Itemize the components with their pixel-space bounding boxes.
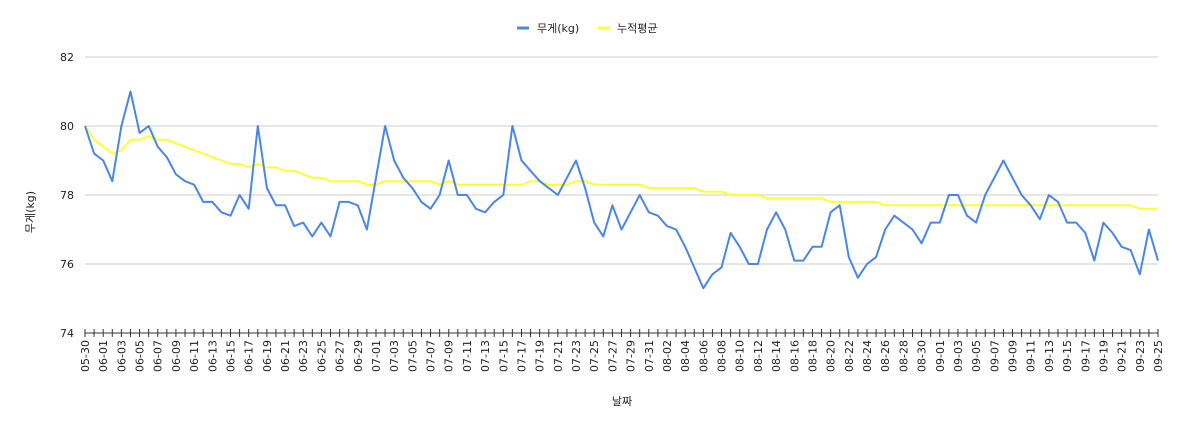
x-axis: 05-30 06-01 06-03 06-05 06-07 06-09 06-11 06-13… [79, 329, 1165, 372]
x-tick-label: 08-30 [916, 340, 929, 372]
x-tick-label: 09-09 [1007, 340, 1020, 372]
x-tick-label: 09-03 [952, 340, 965, 372]
series-lines [84, 90, 1159, 290]
series-line-weight [84, 90, 1159, 290]
gridlines [85, 56, 1158, 265]
legend: 무게(kg) 누적평균 [517, 22, 657, 35]
x-tick-label: 08-04 [679, 340, 692, 372]
x-tick-label: 08-14 [770, 340, 783, 372]
x-tick-label: 09-05 [970, 340, 983, 372]
x-tick-label: 06-29 [352, 340, 365, 372]
x-tick-label: 08-22 [843, 340, 856, 372]
x-tick-label: 06-05 [134, 340, 147, 372]
x-tick-label: 07-31 [643, 340, 656, 372]
x-tick-label: 07-15 [497, 340, 510, 372]
legend-label-cumulative-average: 누적평균 [617, 22, 657, 35]
y-tick-label: 78 [60, 189, 74, 202]
x-tick-label: 06-13 [206, 340, 219, 372]
x-tick-label: 05-30 [79, 340, 92, 372]
x-tick-label: 09-21 [1116, 340, 1129, 372]
x-tick-label: 06-11 [188, 340, 201, 372]
x-tick-label: 06-07 [152, 340, 165, 372]
x-tick-label: 09-07 [988, 340, 1001, 372]
x-tick-label: 09-15 [1061, 340, 1074, 372]
x-tick-label: 06-15 [224, 340, 237, 372]
x-tick-label: 06-09 [170, 340, 183, 372]
y-tick-label: 82 [60, 51, 74, 64]
x-tick-label: 07-27 [606, 340, 619, 372]
x-tick-label: 07-25 [588, 340, 601, 372]
x-tick-label: 07-11 [461, 340, 474, 372]
x-tick-label: 07-01 [370, 340, 383, 372]
x-tick-label: 06-21 [279, 340, 292, 372]
x-tick-label: 08-10 [734, 340, 747, 372]
x-tick-label: 07-09 [443, 340, 456, 372]
x-tick-label: 06-25 [315, 340, 328, 372]
y-axis-tick-labels: 74 76 78 80 82 [60, 51, 74, 340]
x-tick-label: 08-08 [716, 340, 729, 372]
y-tick-label: 80 [60, 120, 74, 133]
y-axis-title: 무게(kg) [24, 191, 37, 233]
x-tick-label: 06-17 [243, 340, 256, 372]
x-tick-label: 07-19 [534, 340, 547, 372]
x-tick-label: 08-16 [788, 340, 801, 372]
x-tick-label: 07-17 [515, 340, 528, 372]
x-axis-title: 날짜 [612, 395, 632, 408]
x-tick-label: 08-28 [897, 340, 910, 372]
y-tick-label: 74 [60, 327, 74, 340]
series-line-cumulative-average [84, 125, 1158, 210]
x-tick-label: 07-05 [406, 340, 419, 372]
x-tick-label: 06-19 [261, 340, 274, 372]
x-tick-label: 08-18 [806, 340, 819, 372]
x-tick-label: 08-20 [825, 340, 838, 372]
x-tick-label: 07-13 [479, 340, 492, 372]
x-tick-label: 07-23 [570, 340, 583, 372]
x-tick-label: 09-23 [1134, 340, 1147, 372]
x-tick-label: 07-21 [552, 340, 565, 372]
x-tick-label: 08-06 [697, 340, 710, 372]
x-tick-label: 07-03 [388, 340, 401, 372]
x-tick-label: 07-29 [625, 340, 638, 372]
x-tick-label: 09-11 [1025, 340, 1038, 372]
x-tick-label: 06-03 [115, 340, 128, 372]
x-tick-label: 08-02 [661, 340, 674, 372]
x-tick-label: 09-17 [1079, 340, 1092, 372]
x-tick-label: 06-27 [334, 340, 347, 372]
x-tick-label: 08-12 [752, 340, 765, 372]
x-tick-label: 09-19 [1097, 340, 1110, 372]
x-tick-label: 06-01 [97, 340, 110, 372]
x-tick-label: 09-25 [1152, 340, 1165, 372]
x-tick-label: 06-23 [297, 340, 310, 372]
legend-label-weight: 무게(kg) [537, 22, 579, 35]
x-tick-label: 07-07 [425, 340, 438, 372]
x-tick-label: 08-24 [861, 340, 874, 372]
x-tick-label: 08-26 [879, 340, 892, 372]
x-tick-label: 09-13 [1043, 340, 1056, 372]
x-tick-label: 09-01 [934, 340, 947, 372]
y-tick-label: 76 [60, 258, 74, 271]
